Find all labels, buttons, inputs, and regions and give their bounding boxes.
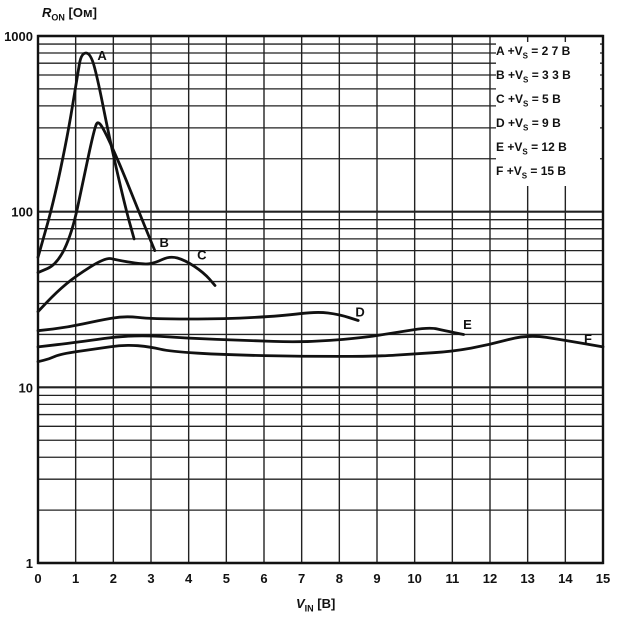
x-tick-label: 7 — [298, 571, 305, 586]
series-line-b — [36, 121, 157, 274]
series-label-b: B — [159, 235, 168, 250]
x-tick-label: 9 — [373, 571, 380, 586]
x-tick-label: 15 — [596, 571, 610, 586]
y-tick-label: 1 — [26, 556, 33, 571]
x-tick-label: 0 — [34, 571, 41, 586]
legend: A +VS = 2 7 B B +VS = 3 3 B C +VS = 5 B … — [496, 42, 600, 186]
series-line-e — [36, 326, 465, 349]
plot-frame — [36, 34, 605, 565]
legend-entry-c: C +VS = 5 B — [496, 91, 561, 109]
x-tick-label: 5 — [223, 571, 230, 586]
y-axis-unit: [Ом] — [68, 5, 97, 20]
y-tick-label: 10 — [19, 380, 33, 395]
series-line-c — [36, 255, 217, 313]
legend-entry-d: D +VS = 9 B — [496, 115, 561, 133]
x-tick-label: 10 — [407, 571, 421, 586]
legend-entry-a: A +VS = 2 7 B — [496, 44, 571, 61]
x-tick-label: 1 — [72, 571, 79, 586]
series-label-a: A — [97, 48, 107, 63]
series-line-a — [36, 51, 136, 259]
legend-entry-b: B +VS = 3 3 B — [496, 67, 571, 85]
x-tick-label: 13 — [520, 571, 534, 586]
series-label-e: E — [463, 317, 472, 332]
x-tick-label: 12 — [483, 571, 497, 586]
series-label-c: C — [197, 248, 207, 263]
series-line-d — [36, 311, 360, 333]
x-tick-label: 3 — [147, 571, 154, 586]
x-tick-label: 14 — [558, 571, 573, 586]
y-tick-label: 1000 — [4, 29, 33, 44]
y-axis-subscript: ON — [51, 12, 65, 23]
x-axis-label: VIN [B] — [296, 596, 335, 614]
series-line-f — [36, 334, 605, 364]
x-axis-symbol: V — [296, 596, 305, 611]
x-tick-label: 2 — [110, 571, 117, 586]
x-tick-label: 8 — [336, 571, 343, 586]
y-axis-label: RON [Ом] — [42, 5, 97, 23]
y-tick-label: 100 — [11, 205, 33, 220]
x-axis-unit: [B] — [317, 596, 336, 611]
legend-entry-f: F +VS = 15 B — [496, 163, 567, 181]
x-tick-label: 11 — [445, 571, 459, 586]
x-tick-label: 4 — [185, 571, 193, 586]
legend-entry-e: E +VS = 12 B — [496, 139, 567, 157]
x-axis-subscript: IN — [304, 603, 314, 614]
x-tick-label: 6 — [260, 571, 267, 586]
y-axis-symbol: R — [42, 5, 52, 20]
series-label-f: F — [584, 331, 592, 346]
series-label-d: D — [355, 305, 364, 320]
